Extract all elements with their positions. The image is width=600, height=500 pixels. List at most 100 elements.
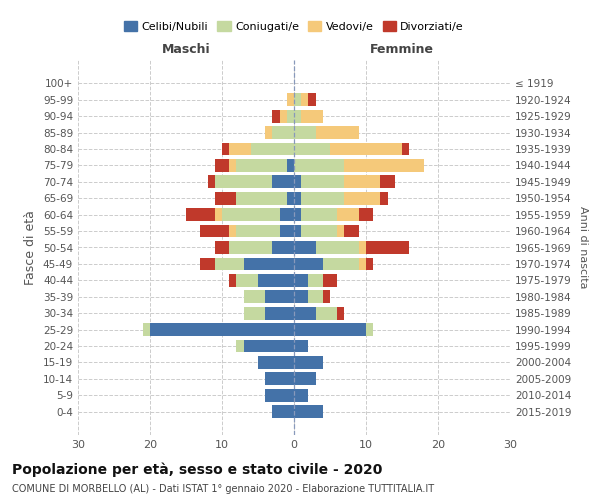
Bar — [359, 258, 366, 270]
Text: COMUNE DI MORBELLO (AL) - Dati ISTAT 1° gennaio 2020 - Elaborazione TUTTITALIA.I: COMUNE DI MORBELLO (AL) - Dati ISTAT 1° … — [12, 484, 434, 494]
Bar — [287, 192, 294, 204]
Legend: Celibi/Nubili, Coniugati/e, Vedovi/e, Divorziati/e: Celibi/Nubili, Coniugati/e, Vedovi/e, Di… — [119, 17, 469, 36]
Bar — [308, 290, 323, 303]
Bar — [143, 323, 150, 336]
Bar — [294, 405, 323, 418]
Bar — [229, 274, 236, 286]
Bar — [294, 306, 316, 320]
Bar — [244, 290, 265, 303]
Bar — [215, 258, 244, 270]
Bar — [301, 110, 323, 122]
Bar — [344, 159, 424, 172]
Bar — [337, 224, 344, 237]
Bar — [316, 126, 359, 139]
Bar — [272, 110, 280, 122]
Bar — [308, 94, 316, 106]
Bar — [294, 126, 316, 139]
Bar — [265, 389, 294, 402]
Bar — [294, 94, 301, 106]
Bar — [294, 241, 316, 254]
Bar — [229, 159, 236, 172]
Bar — [236, 224, 280, 237]
Bar — [236, 159, 287, 172]
Bar — [316, 241, 359, 254]
Text: Femmine: Femmine — [370, 42, 434, 56]
Bar — [294, 159, 344, 172]
Bar — [200, 258, 215, 270]
Bar — [280, 208, 294, 221]
Bar — [294, 142, 330, 156]
Bar — [380, 192, 388, 204]
Bar — [294, 258, 323, 270]
Bar — [244, 306, 265, 320]
Bar — [294, 323, 366, 336]
Bar — [366, 323, 373, 336]
Bar — [229, 142, 251, 156]
Bar — [244, 340, 294, 352]
Bar — [344, 176, 380, 188]
Bar — [294, 274, 308, 286]
Bar — [366, 241, 409, 254]
Bar — [258, 356, 294, 368]
Bar — [272, 405, 294, 418]
Bar — [294, 356, 323, 368]
Bar — [308, 274, 323, 286]
Bar — [186, 208, 215, 221]
Bar — [301, 224, 337, 237]
Bar — [294, 290, 308, 303]
Bar — [150, 323, 294, 336]
Bar — [294, 192, 301, 204]
Bar — [236, 340, 244, 352]
Bar — [301, 94, 308, 106]
Bar — [344, 224, 359, 237]
Bar — [251, 142, 294, 156]
Bar — [236, 192, 287, 204]
Y-axis label: Fasce di età: Fasce di età — [25, 210, 37, 285]
Bar — [222, 208, 280, 221]
Bar — [294, 208, 301, 221]
Bar — [380, 176, 395, 188]
Bar — [236, 274, 258, 286]
Bar — [301, 176, 344, 188]
Bar — [215, 208, 222, 221]
Bar — [359, 241, 366, 254]
Bar — [359, 208, 373, 221]
Bar — [200, 224, 229, 237]
Bar — [272, 126, 294, 139]
Bar — [280, 224, 294, 237]
Bar — [222, 142, 229, 156]
Bar — [402, 142, 409, 156]
Bar — [272, 241, 294, 254]
Bar — [215, 159, 229, 172]
Bar — [265, 306, 294, 320]
Bar — [301, 192, 344, 204]
Bar — [366, 258, 373, 270]
Bar — [323, 258, 359, 270]
Bar — [301, 208, 337, 221]
Bar — [244, 258, 294, 270]
Bar — [265, 290, 294, 303]
Bar — [330, 142, 402, 156]
Bar — [229, 224, 236, 237]
Bar — [344, 192, 380, 204]
Bar — [287, 159, 294, 172]
Text: Popolazione per età, sesso e stato civile - 2020: Popolazione per età, sesso e stato civil… — [12, 462, 382, 477]
Y-axis label: Anni di nascita: Anni di nascita — [578, 206, 588, 289]
Text: Maschi: Maschi — [161, 42, 211, 56]
Bar — [208, 176, 215, 188]
Bar — [294, 110, 301, 122]
Bar — [258, 274, 294, 286]
Bar — [316, 306, 337, 320]
Bar — [337, 306, 344, 320]
Bar — [272, 176, 294, 188]
Bar — [294, 340, 308, 352]
Bar — [294, 372, 316, 385]
Bar — [215, 241, 229, 254]
Bar — [323, 274, 337, 286]
Bar — [265, 372, 294, 385]
Bar — [323, 290, 330, 303]
Bar — [294, 224, 301, 237]
Bar — [280, 110, 287, 122]
Bar — [215, 176, 272, 188]
Bar — [337, 208, 359, 221]
